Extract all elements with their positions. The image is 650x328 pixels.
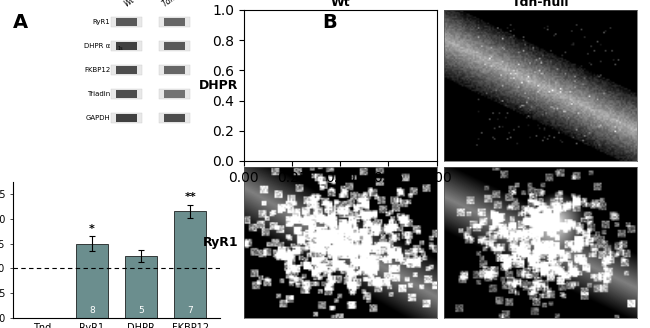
FancyBboxPatch shape (116, 42, 137, 50)
Y-axis label: RyR1: RyR1 (203, 236, 239, 249)
FancyBboxPatch shape (164, 114, 185, 122)
Text: 5: 5 (138, 306, 144, 315)
FancyBboxPatch shape (164, 18, 185, 26)
FancyBboxPatch shape (111, 113, 142, 123)
FancyBboxPatch shape (164, 66, 185, 74)
Text: FKBP12: FKBP12 (84, 67, 111, 73)
Bar (76, 244, 108, 318)
FancyBboxPatch shape (111, 65, 142, 75)
FancyBboxPatch shape (159, 113, 190, 123)
FancyBboxPatch shape (159, 65, 190, 75)
FancyBboxPatch shape (159, 89, 190, 99)
Y-axis label: DHPR: DHPR (199, 79, 239, 92)
FancyBboxPatch shape (159, 17, 190, 27)
Text: A: A (13, 13, 28, 32)
Title: Tdn-null: Tdn-null (512, 0, 569, 9)
Text: Triadin: Triadin (87, 91, 111, 97)
FancyBboxPatch shape (111, 17, 142, 27)
Text: **: ** (185, 193, 196, 202)
Text: B: B (322, 13, 337, 32)
FancyBboxPatch shape (111, 41, 142, 51)
FancyBboxPatch shape (111, 89, 142, 99)
Text: GAPDH: GAPDH (86, 115, 110, 121)
Text: Tdn-null: Tdn-null (161, 0, 192, 8)
Text: 8: 8 (89, 306, 95, 315)
FancyBboxPatch shape (116, 114, 137, 122)
Text: Wt: Wt (122, 0, 136, 8)
FancyBboxPatch shape (116, 66, 137, 74)
Text: 1s: 1s (118, 46, 123, 51)
Title: Wt: Wt (330, 0, 350, 9)
FancyBboxPatch shape (116, 18, 137, 26)
FancyBboxPatch shape (164, 90, 185, 98)
Text: *: * (89, 224, 95, 234)
Bar (174, 211, 206, 318)
FancyBboxPatch shape (164, 42, 185, 50)
Bar (125, 256, 157, 318)
FancyBboxPatch shape (116, 90, 137, 98)
Text: 7: 7 (187, 306, 193, 315)
Text: RyR1: RyR1 (92, 19, 111, 25)
FancyBboxPatch shape (159, 41, 190, 51)
Text: DHPR α: DHPR α (84, 43, 111, 49)
